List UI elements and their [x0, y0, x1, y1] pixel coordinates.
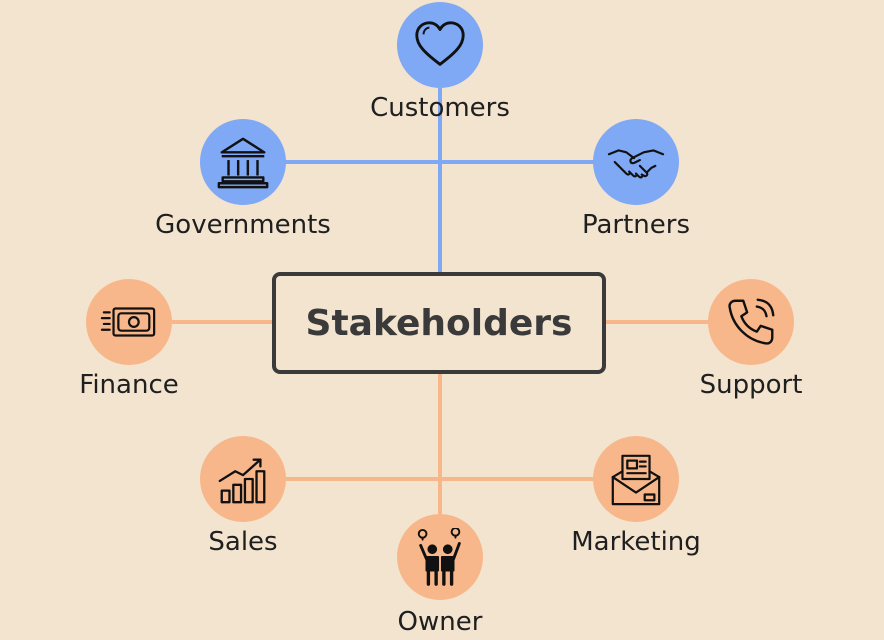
- sales-node: [200, 436, 286, 522]
- people-ideas-icon: [417, 528, 461, 586]
- heart-icon: [415, 21, 465, 66]
- customers-node: [397, 2, 483, 88]
- partners-label: Partners: [581, 210, 691, 240]
- partners-node: [593, 119, 679, 205]
- phone-ringing-icon: [728, 298, 775, 345]
- support-node: [708, 279, 794, 365]
- center-title: Stakeholders: [305, 302, 573, 344]
- customers-label: Customers: [370, 93, 510, 123]
- support-label: Support: [699, 370, 803, 400]
- owner-label: Owner: [397, 607, 483, 637]
- bank-building-icon: [217, 137, 269, 189]
- handshake-icon: [607, 149, 665, 179]
- governments-label: Governments: [155, 210, 331, 240]
- marketing-node: [593, 436, 679, 522]
- bar-chart-growth-icon: [218, 458, 266, 504]
- marketing-label: Marketing: [571, 527, 701, 557]
- money-bill-icon: [100, 307, 156, 337]
- finance-label: Finance: [79, 370, 179, 400]
- governments-node: [200, 119, 286, 205]
- owner-node: [397, 514, 483, 600]
- finance-node: [86, 279, 172, 365]
- envelope-letter-icon: [611, 454, 661, 506]
- stakeholders-center-box: Stakeholders: [272, 272, 606, 374]
- sales-label: Sales: [208, 527, 278, 557]
